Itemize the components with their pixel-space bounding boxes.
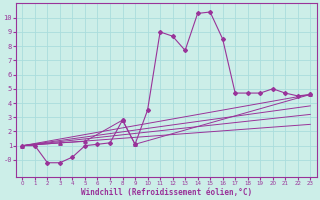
X-axis label: Windchill (Refroidissement éolien,°C): Windchill (Refroidissement éolien,°C) <box>81 188 252 197</box>
